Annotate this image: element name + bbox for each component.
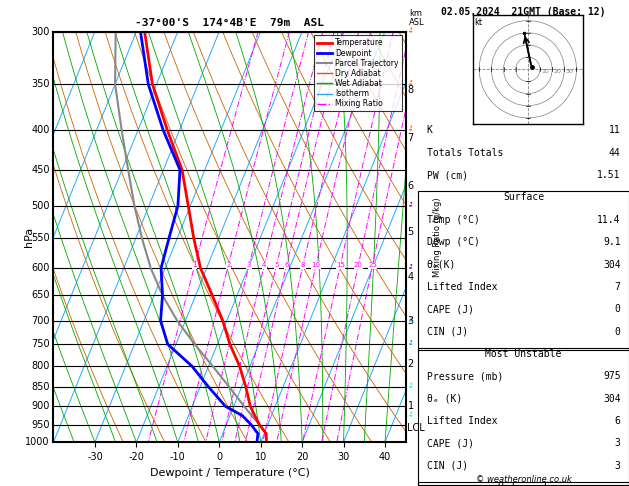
Title: -37°00'S  174°4B'E  79m  ASL: -37°00'S 174°4B'E 79m ASL bbox=[135, 18, 324, 28]
Text: Mixing Ratio (g/kg): Mixing Ratio (g/kg) bbox=[433, 197, 442, 277]
Text: CAPE (J): CAPE (J) bbox=[426, 438, 474, 449]
Text: Pressure (mb): Pressure (mb) bbox=[426, 371, 503, 382]
Text: 2: 2 bbox=[408, 359, 414, 369]
Text: 3: 3 bbox=[615, 461, 621, 471]
Text: CIN (J): CIN (J) bbox=[426, 461, 468, 471]
Text: 8: 8 bbox=[408, 85, 414, 95]
Text: Totals Totals: Totals Totals bbox=[426, 148, 503, 158]
Text: 850: 850 bbox=[31, 382, 50, 392]
Text: 750: 750 bbox=[31, 339, 50, 349]
Text: 3: 3 bbox=[247, 262, 252, 268]
Text: 25: 25 bbox=[368, 262, 377, 268]
Text: Surface: Surface bbox=[503, 192, 544, 203]
Text: 304: 304 bbox=[603, 260, 621, 270]
Text: 7: 7 bbox=[615, 282, 621, 292]
Text: 700: 700 bbox=[31, 315, 50, 326]
Text: 350: 350 bbox=[31, 79, 50, 89]
Text: 900: 900 bbox=[31, 401, 50, 411]
Text: 304: 304 bbox=[603, 394, 621, 404]
Text: km
ASL: km ASL bbox=[409, 10, 425, 28]
Text: 975: 975 bbox=[603, 371, 621, 382]
Text: θₑ(K): θₑ(K) bbox=[426, 260, 456, 270]
Text: 950: 950 bbox=[31, 420, 50, 430]
Bar bbox=[418, 482, 629, 486]
Text: PW (cm): PW (cm) bbox=[426, 170, 468, 180]
Text: 1.51: 1.51 bbox=[597, 170, 621, 180]
Text: 1: 1 bbox=[408, 400, 414, 411]
Text: 600: 600 bbox=[31, 263, 50, 273]
Text: 1000: 1000 bbox=[25, 437, 50, 447]
Text: © weatheronline.co.uk: © weatheronline.co.uk bbox=[476, 474, 572, 484]
Text: 20: 20 bbox=[354, 262, 363, 268]
Text: 400: 400 bbox=[31, 125, 50, 135]
Text: 500: 500 bbox=[31, 201, 50, 211]
Text: 02.05.2024  21GMT (Base: 12): 02.05.2024 21GMT (Base: 12) bbox=[442, 7, 606, 17]
Text: CIN (J): CIN (J) bbox=[426, 327, 468, 337]
Text: 1: 1 bbox=[192, 262, 197, 268]
Text: 7: 7 bbox=[408, 133, 414, 143]
Text: 4: 4 bbox=[408, 272, 414, 282]
Text: K: K bbox=[426, 125, 433, 136]
Text: 450: 450 bbox=[31, 165, 50, 175]
Bar bbox=[418, 348, 629, 485]
Text: 6: 6 bbox=[284, 262, 289, 268]
Text: 550: 550 bbox=[31, 233, 50, 243]
Text: Temp (°C): Temp (°C) bbox=[426, 215, 479, 225]
Text: 15: 15 bbox=[336, 262, 345, 268]
Text: 800: 800 bbox=[31, 361, 50, 371]
Text: 2: 2 bbox=[226, 262, 230, 268]
Text: 11.4: 11.4 bbox=[597, 215, 621, 225]
Text: 4: 4 bbox=[262, 262, 267, 268]
Text: 5: 5 bbox=[408, 227, 414, 237]
Text: Most Unstable: Most Unstable bbox=[486, 349, 562, 359]
Text: 6: 6 bbox=[615, 416, 621, 426]
Text: 3: 3 bbox=[615, 438, 621, 449]
Text: 6: 6 bbox=[408, 181, 414, 191]
Text: θₑ (K): θₑ (K) bbox=[426, 394, 462, 404]
Text: 300: 300 bbox=[31, 27, 50, 36]
Text: 650: 650 bbox=[31, 290, 50, 300]
Text: 10: 10 bbox=[311, 262, 321, 268]
Text: 11: 11 bbox=[609, 125, 621, 136]
Text: 0: 0 bbox=[615, 327, 621, 337]
X-axis label: Dewpoint / Temperature (°C): Dewpoint / Temperature (°C) bbox=[150, 468, 309, 478]
Legend: Temperature, Dewpoint, Parcel Trajectory, Dry Adiabat, Wet Adiabat, Isotherm, Mi: Temperature, Dewpoint, Parcel Trajectory… bbox=[314, 35, 402, 111]
Text: Dewp (°C): Dewp (°C) bbox=[426, 237, 479, 247]
Text: 9.1: 9.1 bbox=[603, 237, 621, 247]
Text: LCL: LCL bbox=[408, 423, 425, 433]
Text: 8: 8 bbox=[301, 262, 305, 268]
Text: Hodograph: Hodograph bbox=[497, 483, 550, 486]
Text: 5: 5 bbox=[274, 262, 279, 268]
Text: 0: 0 bbox=[615, 304, 621, 314]
Text: 44: 44 bbox=[609, 148, 621, 158]
Bar bbox=[418, 191, 629, 350]
Text: 3: 3 bbox=[408, 315, 414, 326]
Text: hPa: hPa bbox=[24, 227, 34, 247]
Text: Lifted Index: Lifted Index bbox=[426, 282, 497, 292]
Text: CAPE (J): CAPE (J) bbox=[426, 304, 474, 314]
Text: Lifted Index: Lifted Index bbox=[426, 416, 497, 426]
